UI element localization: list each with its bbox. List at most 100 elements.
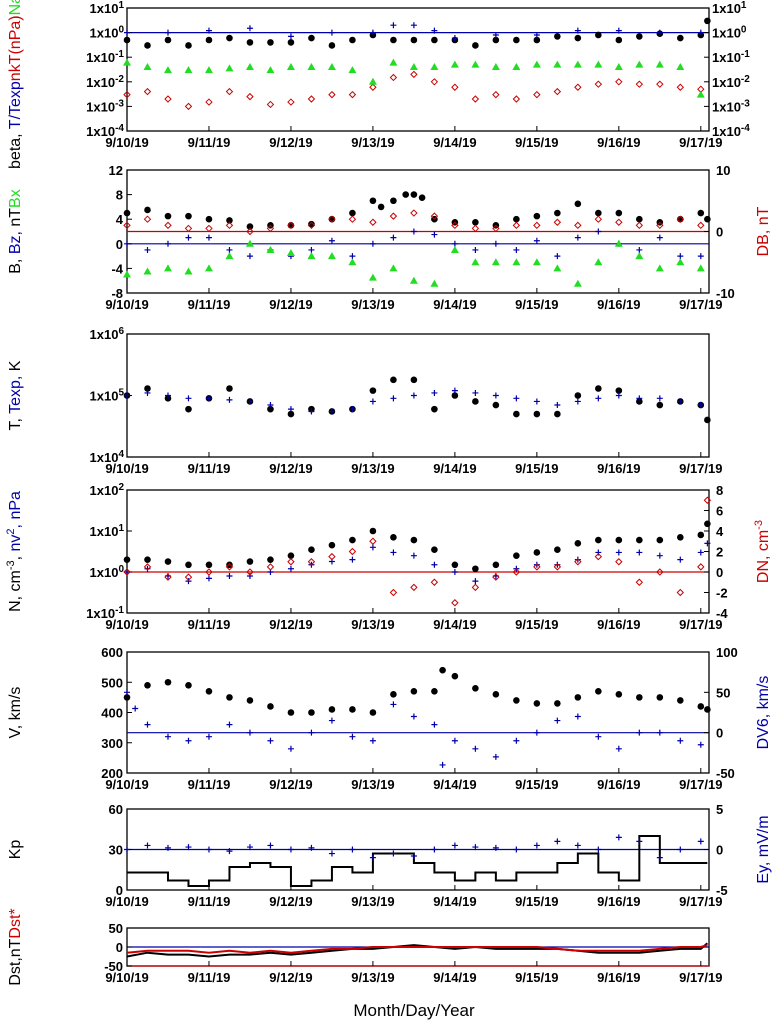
panel-4-right-tick-label: 0 <box>716 565 723 580</box>
panel-5-right-tick-label: 50 <box>716 685 730 700</box>
series-bx-point <box>368 273 377 281</box>
series-plus-point <box>574 27 581 34</box>
series-n-point <box>595 536 602 544</box>
series-db-point <box>307 221 316 230</box>
series-bx-point <box>327 252 336 260</box>
series-dot-point <box>492 36 500 44</box>
panel-6-left-tick-label: 30 <box>109 843 123 858</box>
series-dv6-point <box>205 733 212 740</box>
series-bx-point <box>614 239 623 247</box>
series-dn-point <box>492 573 500 581</box>
series-nv2-point <box>185 578 192 585</box>
series-b-point <box>164 212 172 220</box>
series-b-point <box>595 209 602 217</box>
series-dn-point <box>225 563 234 571</box>
series-v-point <box>267 703 274 710</box>
panel-4-left-tick-label: 1x100 <box>90 564 125 580</box>
series-diamond-point <box>184 102 193 111</box>
series-triangle-point <box>163 66 172 74</box>
series-n-point <box>328 541 336 549</box>
panel-1-right-tick-label: 1x10-2 <box>712 74 750 90</box>
series-dv6-point <box>492 753 499 760</box>
panel-1-x-tick-label: 9/10/19 <box>105 135 148 150</box>
series-bz-point <box>533 237 540 244</box>
series-bx-point <box>123 270 131 278</box>
series-db-point <box>512 221 521 230</box>
series-v-point <box>308 709 315 716</box>
panel-2-x-tick-label: 9/15/19 <box>515 297 558 312</box>
series-triangle-point <box>430 62 439 70</box>
series-texp-point <box>615 392 622 399</box>
panel-3-x-tick-label: 9/13/19 <box>351 461 394 476</box>
series-triangle-point <box>409 62 418 70</box>
series-diamond-point <box>656 80 664 88</box>
series-n-point <box>677 534 684 541</box>
series-triangle-point <box>573 60 582 68</box>
panel-1-right-tick-label: 1x100 <box>712 25 747 41</box>
series-nv2-point <box>615 549 622 556</box>
series-triangle-point <box>696 90 705 98</box>
series-v-point <box>439 666 446 674</box>
series-diamond-point <box>205 98 213 106</box>
panel-7-left-tick-label: 0 <box>116 940 123 955</box>
series-bz-point <box>124 240 130 247</box>
panel-7-x-tick-label: 9/11/19 <box>188 970 231 985</box>
series-t-point <box>554 410 561 418</box>
series-v-point <box>677 697 684 704</box>
panel-2-y-label: B, Bz, nTBx <box>7 189 24 273</box>
series-plus-point <box>431 27 438 34</box>
series-triangle-point <box>676 62 685 70</box>
panel-4-right-label: DN, cm-3 <box>753 520 772 583</box>
series-b-point <box>226 217 233 224</box>
series-dn-point <box>246 568 254 576</box>
series-dv6-point <box>124 689 130 696</box>
series-dv6-point <box>164 733 171 740</box>
panel-5-right-tick-label: 100 <box>716 645 738 660</box>
series-texp-point <box>431 389 438 396</box>
series-plus-point <box>124 29 130 36</box>
panel-6-x-tick-label: 9/14/19 <box>433 894 476 909</box>
series-bx-point <box>512 258 521 266</box>
series-v-point <box>513 697 520 704</box>
panel-1-right-tick-label: 1x101 <box>712 0 747 16</box>
series-db-point <box>164 221 172 230</box>
series-n-point <box>267 556 274 563</box>
series-v-point <box>369 709 377 716</box>
series-nv2-point <box>205 575 212 582</box>
series-v-point <box>451 672 459 680</box>
series-t-point <box>185 405 192 413</box>
panel-2-right-tick-label: -10 <box>716 286 735 301</box>
series-ey-point <box>533 842 540 849</box>
series-n-point <box>123 556 131 563</box>
series-v-point <box>472 685 479 692</box>
panel-4-right-tick-label: -2 <box>716 586 728 601</box>
series-diamond-point <box>492 90 500 99</box>
series-ey-point <box>492 844 499 851</box>
series-dn-point <box>184 573 193 581</box>
series-dot-point <box>677 34 684 42</box>
series-diamond-point <box>246 92 254 101</box>
series-t-point <box>451 392 459 399</box>
series-diamond-point <box>574 83 582 91</box>
series-bz-point <box>164 240 171 247</box>
series-diamond-point <box>533 90 541 99</box>
series-triangle-point <box>450 60 459 68</box>
panel-5-x-tick-label: 9/15/19 <box>515 777 558 792</box>
series-bz-point <box>205 234 212 241</box>
series-bx-point <box>204 264 213 272</box>
series-dot-point <box>615 36 623 44</box>
series-n-point <box>656 536 664 544</box>
series-dot-point <box>164 36 172 44</box>
panel-6-x-tick-label: 9/13/19 <box>351 894 394 909</box>
series-diamond-point <box>123 90 131 99</box>
series-dv6-point <box>431 721 438 728</box>
series-texp-point <box>308 408 315 415</box>
series-t-point <box>472 398 479 405</box>
series-diamond-point <box>615 78 623 86</box>
panel-2-right-tick-label: 0 <box>716 225 723 240</box>
series-diamond-point <box>328 90 336 99</box>
panel-4-x-tick-label: 9/16/19 <box>597 617 640 632</box>
series-dot-point <box>349 36 356 44</box>
panel-5-left-tick-label: 300 <box>101 736 123 751</box>
series-v-point <box>164 678 172 686</box>
